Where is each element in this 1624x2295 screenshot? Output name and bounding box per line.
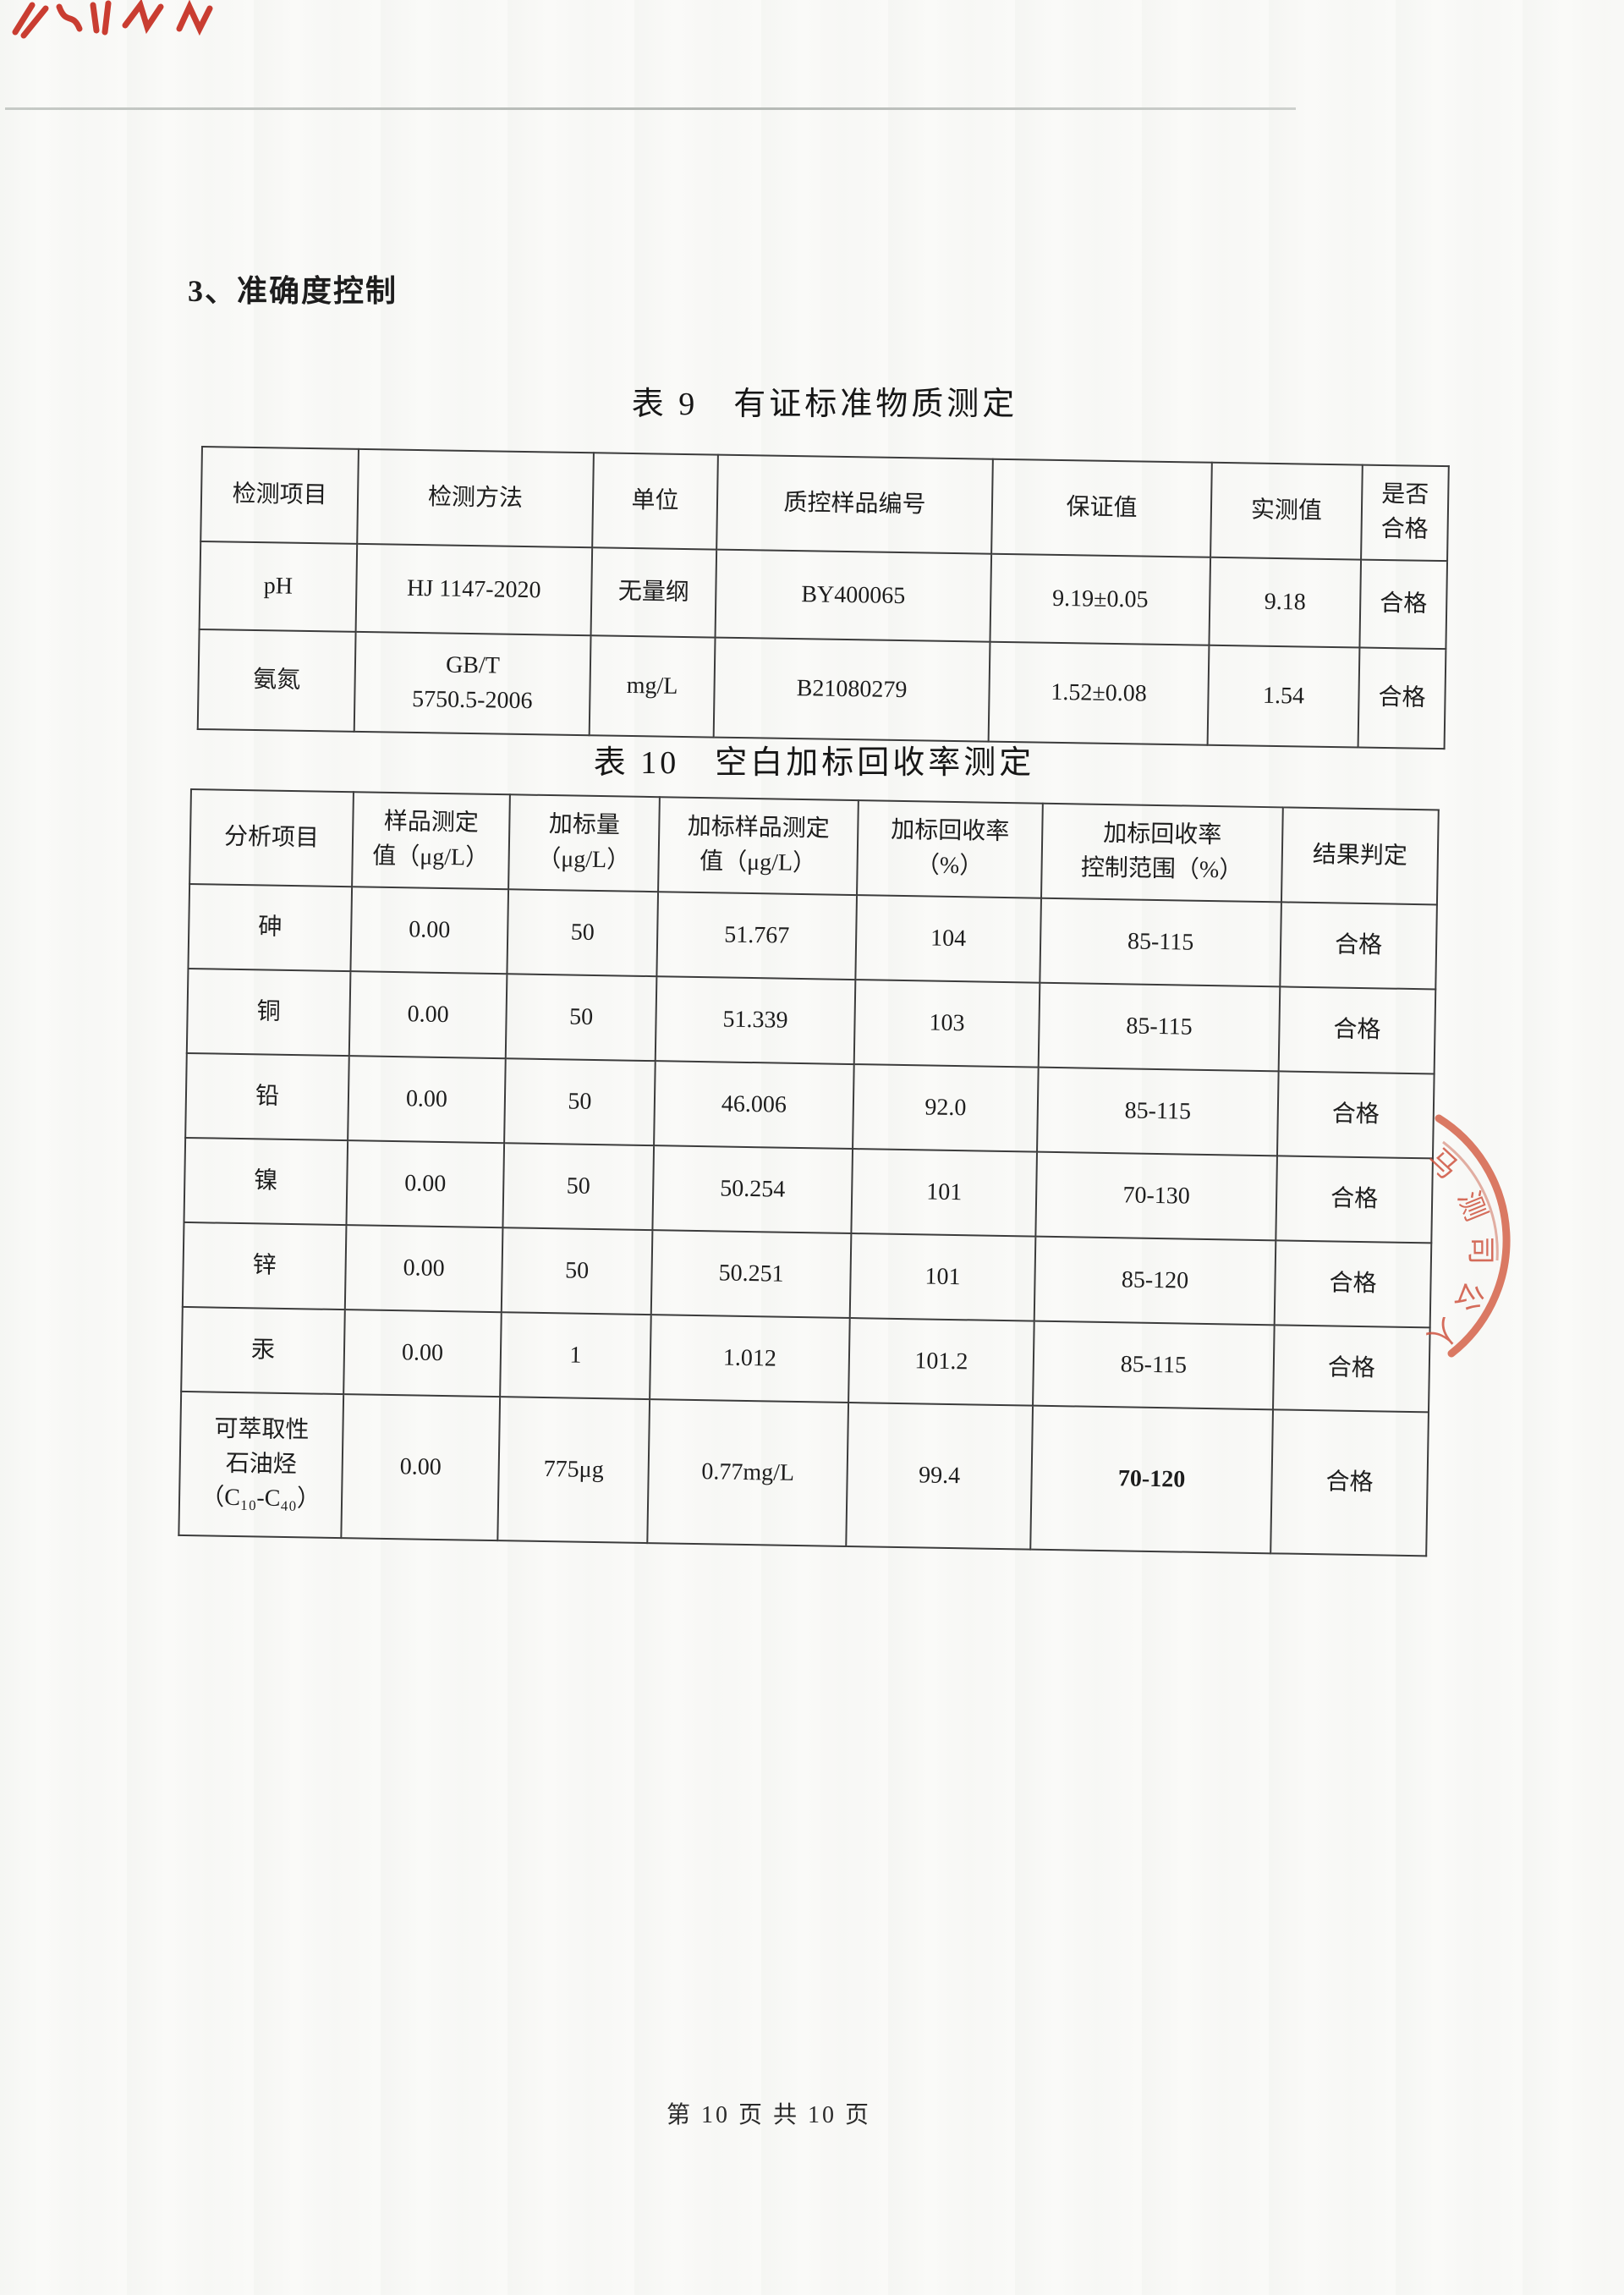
table-cell: 104 [855, 895, 1041, 983]
table-cell: 合格 [1359, 559, 1448, 650]
table10-header-cell: 加标量 （μg/L） [508, 794, 660, 892]
table9-title: 表 9 有证标准物质测定 [631, 387, 1018, 422]
table-row: 可萃取性 石油烃 （C₁₀-C₄₀） 0.00 775μg 0.77mg/L 99.4 7… [178, 1391, 1429, 1557]
table-cell: 可萃取性 石油烃 （C₁₀-C₄₀） [178, 1391, 344, 1539]
table-cell: HJ 1147-2020 [355, 543, 593, 636]
table-cell: 50 [504, 1058, 656, 1146]
table-cell: 50.254 [652, 1145, 853, 1234]
table-cell: 铜 [186, 968, 351, 1057]
table10-header-cell: 加标回收率 （%） [857, 800, 1043, 898]
table-cell: 镍 [184, 1137, 348, 1226]
red-ink-marks [12, 0, 213, 39]
table-cell: 85-115 [1038, 982, 1281, 1072]
table-cell: 合格 [1280, 902, 1437, 990]
table9-header-cell: 单位 [592, 453, 718, 550]
table-cell: 85-115 [1040, 898, 1281, 987]
table-cell: 50 [501, 1227, 653, 1315]
table-cell: 合格 [1270, 1409, 1429, 1557]
section-heading: 3、准确度控制 [188, 274, 398, 308]
table-cell: 0.00 [348, 971, 508, 1059]
table-row: 氨氮 GB/T 5750.5-2006 mg/L B21080279 1.52±0.08… [197, 629, 1446, 749]
table9-header-cell: 检测项目 [200, 447, 359, 544]
table-cell: 101 [851, 1149, 1038, 1237]
table-cell: 0.00 [346, 1140, 505, 1228]
table-cell: BY400065 [715, 549, 992, 642]
table-cell: 92.0 [853, 1064, 1039, 1152]
table-cell: 合格 [1278, 986, 1436, 1074]
table10-header-cell: 结果判定 [1281, 807, 1439, 905]
table-cell: 1 [500, 1312, 651, 1400]
seal-arc-inner [1442, 1140, 1499, 1261]
table-cell: 9.19±0.05 [990, 553, 1211, 645]
table10-header-cell: 分析项目 [189, 789, 354, 887]
table-cell: 50 [507, 889, 659, 977]
table-cell: 0.00 [348, 1056, 506, 1144]
table-cell: 99.4 [846, 1403, 1034, 1550]
table-cell: 103 [853, 980, 1040, 1068]
top-divider-line [5, 107, 1296, 110]
table10-header-cell: 加标样品测定 值（μg/L） [658, 797, 859, 896]
table-cell: 氨氮 [197, 629, 356, 732]
table-cell: 50 [502, 1143, 655, 1231]
table9-header-cell: 保证值 [991, 458, 1212, 557]
table-cell: 铅 [185, 1052, 349, 1141]
table-cell: 0.00 [343, 1309, 502, 1397]
table-cell: 70-120 [1030, 1405, 1274, 1554]
table-cell: 0.00 [344, 1225, 503, 1313]
red-seal-stamp: 马 测 司 公 人 [1421, 1114, 1511, 1358]
table-cell: pH [199, 541, 358, 632]
table-cell: 50.251 [650, 1230, 852, 1319]
table9: 检测项目 检测方法 单位 质控样品编号 保证值 实测值 是否 合格 pH HJ 1… [197, 446, 1450, 749]
table-cell: 无量纲 [590, 547, 717, 638]
table-cell: 101 [849, 1233, 1036, 1321]
table-cell: mg/L [589, 635, 716, 738]
table9-header-cell: 实测值 [1210, 462, 1363, 560]
table-cell: 汞 [181, 1306, 345, 1395]
table-cell: GB/T 5750.5-2006 [354, 631, 591, 736]
table-cell: 1.54 [1207, 645, 1360, 748]
table-cell: B21080279 [713, 637, 990, 742]
table10-title: 表 10 空白加标回收率测定 [593, 745, 1035, 781]
table-cell: 砷 [188, 884, 353, 972]
table-cell: 51.767 [656, 892, 858, 980]
table-cell: 9.18 [1209, 557, 1362, 648]
table-cell: 101.2 [848, 1318, 1034, 1406]
table-cell: 50 [505, 974, 657, 1062]
table-cell: 0.00 [350, 887, 509, 975]
table-cell: 46.006 [654, 1061, 854, 1150]
table-cell: 775μg [497, 1397, 650, 1544]
page-footer: 第 10 页 共 10 页 [667, 2102, 872, 2128]
table9-body: pH HJ 1147-2020 无量纲 BY400065 9.19±0.05 9.18 合格… [197, 541, 1448, 749]
seal-glyph: 司 [1464, 1236, 1495, 1265]
table10-header-cell: 加标回收率 控制范围（%） [1040, 803, 1283, 903]
table10-header-cell: 样品测定 值（μg/L） [352, 792, 510, 890]
table-cell: 0.77mg/L [647, 1399, 849, 1546]
table-cell: 0.00 [341, 1394, 501, 1541]
seal-glyph: 马 [1421, 1143, 1463, 1185]
table-cell: 51.339 [655, 976, 856, 1065]
table-cell: 1.012 [650, 1315, 850, 1403]
table9-header-cell: 是否 合格 [1361, 464, 1449, 562]
table9-header-cell: 检测方法 [357, 448, 594, 548]
table9-header-cell: 质控样品编号 [716, 454, 993, 554]
table-cell: 锌 [182, 1222, 347, 1310]
table-cell: 合格 [1358, 647, 1446, 749]
seal-glyph: 公 [1449, 1277, 1490, 1315]
seal-arc [1435, 1114, 1511, 1358]
table-cell: 1.52±0.08 [988, 641, 1210, 745]
